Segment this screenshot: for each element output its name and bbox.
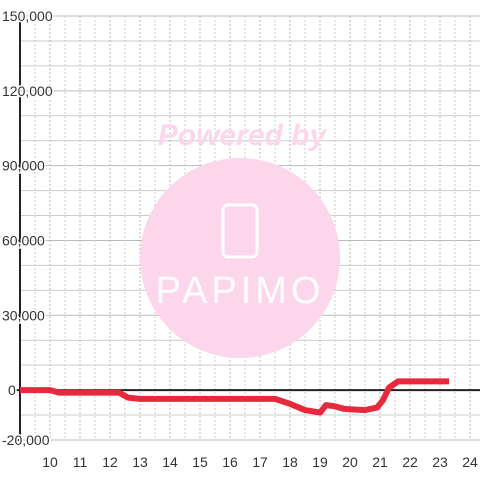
x-tick-label: 24 xyxy=(462,454,478,470)
watermark-phone xyxy=(221,203,259,259)
y-tick-label: 30,000 xyxy=(2,307,45,323)
y-tick-label: 120,000 xyxy=(2,83,53,99)
y-tick-label: 90,000 xyxy=(2,158,45,174)
x-tick-label: 13 xyxy=(132,454,148,470)
x-tick-label: 10 xyxy=(42,454,58,470)
y-tick-label: 150,000 xyxy=(2,8,53,24)
data-line xyxy=(20,378,450,416)
x-tick-label: 22 xyxy=(402,454,418,470)
x-tick-label: 11 xyxy=(73,454,88,470)
x-tick-label: 20 xyxy=(342,454,358,470)
x-tick-label: 17 xyxy=(252,454,268,470)
x-tick-label: 23 xyxy=(432,454,448,470)
y-tick-label: -20,000 xyxy=(2,432,50,448)
watermark-logo: PAPIMO xyxy=(156,270,325,312)
y-tick-label: 0 xyxy=(8,382,16,398)
y-tick-label: 60,000 xyxy=(2,232,45,248)
watermark: Powered by PAPIMO xyxy=(140,119,340,358)
watermark-text: Powered by xyxy=(158,119,328,152)
x-tick-label: 16 xyxy=(222,454,238,470)
x-tick-label: 15 xyxy=(192,454,208,470)
x-tick-label: 21 xyxy=(372,454,388,470)
x-tick-label: 18 xyxy=(282,454,298,470)
x-tick-label: 12 xyxy=(102,454,118,470)
x-tick-label: 19 xyxy=(312,454,328,470)
x-tick-label: 14 xyxy=(162,454,178,470)
